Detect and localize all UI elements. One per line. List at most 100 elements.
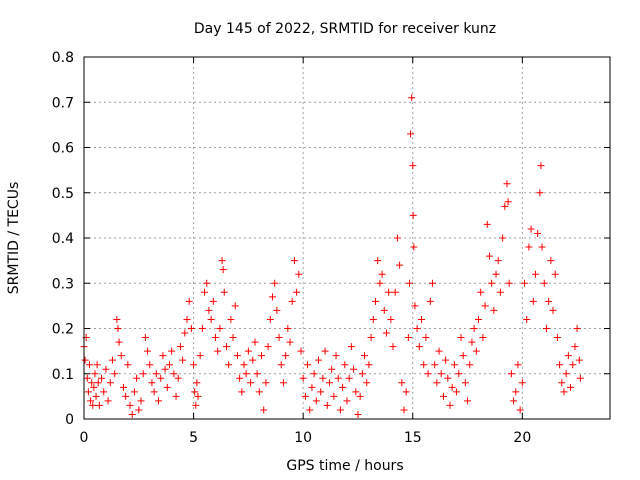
data-point [328,365,336,373]
y-tick-label: 0.6 [52,141,74,157]
data-point [529,297,537,305]
data-point [165,361,173,369]
data-point [450,361,458,369]
data-point [398,379,406,387]
data-point [494,257,502,265]
data-point [437,370,445,378]
data-point [249,356,257,364]
data-point [108,356,116,364]
data-point [225,361,233,369]
data-point [352,388,360,396]
y-tick-label: 0.1 [52,367,74,383]
data-point [540,279,548,287]
data-point [356,392,364,400]
data-point [152,370,160,378]
chart-title: Day 145 of 2022, SRMTID for receiver kun… [194,21,496,37]
data-point [209,297,217,305]
data-point [483,220,491,228]
data-point [89,401,97,409]
data-point [179,356,187,364]
data-point [229,334,237,342]
data-point [516,406,524,414]
data-point [216,325,224,332]
data-point [374,257,382,265]
data-point [553,334,561,342]
data-point [268,293,276,301]
data-point [92,392,100,400]
data-point [501,202,509,210]
data-point [380,306,388,314]
data-point [367,334,375,342]
data-point [87,397,95,405]
x-tick-label: 15 [404,430,422,446]
data-point [387,315,395,323]
data-point [181,329,189,337]
data-point [496,288,504,296]
data-point [536,189,544,197]
y-tick-label: 0.2 [52,322,74,338]
data-point [475,315,482,323]
data-point [391,288,399,296]
data-point [297,347,305,355]
data-point [523,315,531,323]
data-point [393,234,401,242]
data-point [547,257,555,265]
data-point [139,370,147,378]
data-point [448,383,456,391]
data-point [293,288,301,296]
data-point [409,211,417,219]
data-point [119,383,127,391]
data-point [573,325,581,332]
data-point [400,406,408,414]
data-point [569,361,577,369]
data-point [262,379,270,387]
data-point [402,388,410,396]
data-point [227,315,235,323]
data-point [538,243,546,251]
data-point [350,365,358,373]
data-point [266,315,274,323]
data-point [244,347,252,355]
data-point [133,374,141,382]
data-point [363,379,371,387]
data-point [542,325,550,332]
data-point [91,370,99,378]
data-point [306,406,314,414]
data-point [444,374,452,382]
data-point [323,401,331,409]
data-point [113,315,121,323]
data-point [111,370,119,378]
data-point [415,343,423,351]
data-point [558,379,566,387]
y-axis-label: SRMTID / TECUs [6,182,22,295]
data-point [253,370,261,378]
data-point [488,279,496,287]
y-tick-label: 0.4 [52,231,74,247]
data-point [157,374,165,382]
data-point [98,374,106,382]
data-point [341,361,349,369]
data-point [170,370,178,378]
data-point [172,392,180,400]
data-point [525,243,533,251]
x-tick-label: 20 [513,430,531,446]
y-tick-label: 0 [65,412,74,428]
data-point [104,397,112,405]
data-point [295,270,303,278]
data-point [382,329,390,337]
data-point [361,352,369,360]
data-point [273,306,281,314]
data-point [85,361,93,369]
data-point [198,325,206,332]
data-point [279,379,287,387]
data-point [410,243,418,251]
data-point [472,347,480,355]
data-point [531,270,539,278]
data-point [220,288,228,296]
data-point [114,325,122,332]
data-point [135,406,143,414]
data-point [345,374,353,382]
data-point [385,288,393,296]
data-point [439,392,447,400]
